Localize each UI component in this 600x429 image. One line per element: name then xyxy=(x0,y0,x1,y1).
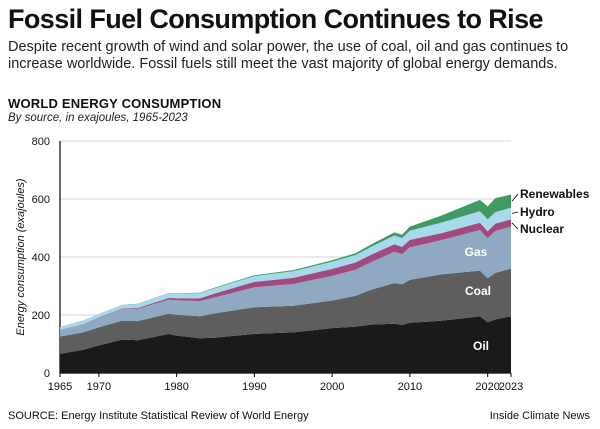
y-tick-label: 600 xyxy=(32,194,50,206)
x-tick-label: 2020 xyxy=(475,381,499,393)
series-label-hydro: Hydro xyxy=(520,205,555,219)
y-tick-label: 400 xyxy=(32,252,50,264)
area-renewables xyxy=(60,194,511,327)
series-label-nuclear: Nuclear xyxy=(520,222,564,236)
area-nuclear xyxy=(60,219,511,331)
chart-title: WORLD ENERGY CONSUMPTION xyxy=(8,96,222,111)
source-note: SOURCE: Energy Institute Statistical Rev… xyxy=(8,410,309,422)
area-hydro xyxy=(60,207,511,330)
leader-line-renewables xyxy=(511,193,519,202)
x-tick-label: 1990 xyxy=(242,381,266,393)
series-label-oil: Oil xyxy=(473,339,489,353)
x-tick-label: 2023 xyxy=(499,381,523,393)
area-oil xyxy=(60,316,511,373)
x-tick-label: 1980 xyxy=(164,381,188,393)
dek-text: Despite recent growth of wind and solar … xyxy=(8,39,569,72)
series-label-coal: Coal xyxy=(465,284,491,298)
y-tick-label: 200 xyxy=(32,310,50,322)
y-tick-label: 0 xyxy=(44,368,50,380)
leader-line-hydro xyxy=(511,211,519,214)
x-tick-label: 1965 xyxy=(48,381,72,393)
series-label-gas: Gas xyxy=(465,245,488,259)
leader-line-nuclear xyxy=(511,222,519,230)
x-tick-label: 1970 xyxy=(87,381,111,393)
area-coal xyxy=(60,268,511,354)
x-tick-label: 2010 xyxy=(398,381,422,393)
x-tick-label: 2000 xyxy=(320,381,344,393)
series-label-renewables: Renewables xyxy=(520,187,590,201)
y-axis-title: Energy consumption (exajoules) xyxy=(15,178,27,335)
area-gas xyxy=(60,226,511,337)
credit-note: Inside Climate News xyxy=(489,410,590,422)
y-tick-label: 800 xyxy=(32,136,50,148)
headline: Fossil Fuel Consumption Continues to Ris… xyxy=(8,4,544,34)
chart-subtitle: By source, in exajoules, 1965-2023 xyxy=(8,112,188,124)
